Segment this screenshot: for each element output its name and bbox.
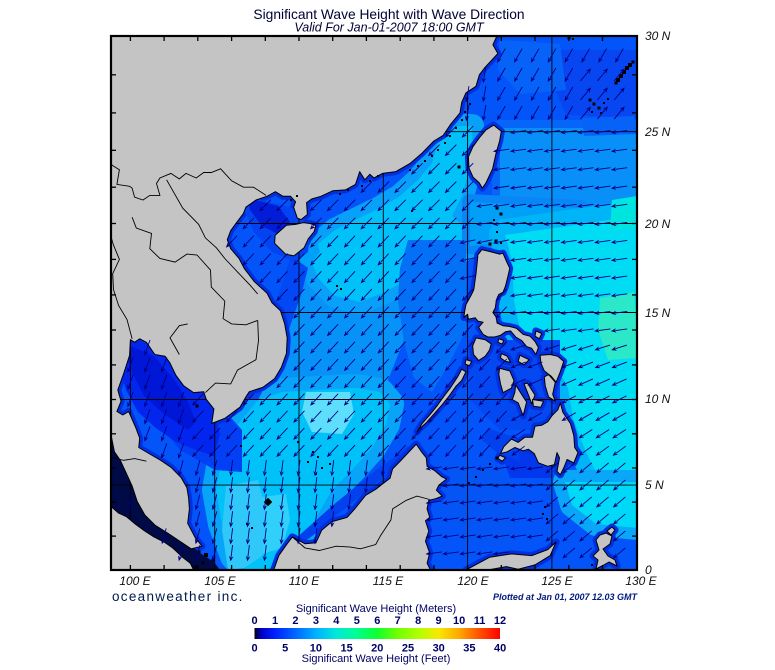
svg-text:0: 0 <box>251 615 257 627</box>
svg-text:4: 4 <box>333 615 340 627</box>
svg-text:5 N: 5 N <box>645 478 664 492</box>
svg-text:20: 20 <box>371 643 383 655</box>
svg-text:100 E: 100 E <box>119 574 151 588</box>
svg-text:1: 1 <box>272 615 278 627</box>
svg-text:105 E: 105 E <box>204 574 236 588</box>
svg-text:25: 25 <box>402 643 414 655</box>
svg-text:25 N: 25 N <box>644 125 671 139</box>
svg-text:125 E: 125 E <box>541 574 573 588</box>
svg-text:11: 11 <box>474 615 486 627</box>
svg-text:Plotted at Jan 01, 2007 12.03: Plotted at Jan 01, 2007 12.03 GMT <box>493 592 639 602</box>
svg-text:oceanweather inc.: oceanweather inc. <box>112 589 244 604</box>
svg-text:40: 40 <box>494 643 506 655</box>
svg-text:Significant Wave Height (Feet): Significant Wave Height (Feet) <box>302 653 451 665</box>
svg-text:0: 0 <box>251 643 257 655</box>
svg-text:Significant Wave Height (Meter: Significant Wave Height (Meters) <box>296 603 456 615</box>
svg-text:30: 30 <box>433 643 445 655</box>
svg-text:6: 6 <box>374 615 380 627</box>
svg-text:110 E: 110 E <box>289 574 320 588</box>
svg-text:30 N: 30 N <box>645 29 671 43</box>
svg-text:12: 12 <box>494 615 506 627</box>
svg-text:130 E: 130 E <box>625 574 657 588</box>
svg-text:Significant Wave Height with W: Significant Wave Height with Wave Direct… <box>253 7 524 22</box>
svg-text:8: 8 <box>415 615 421 627</box>
svg-text:10: 10 <box>310 643 322 655</box>
svg-text:20 N: 20 N <box>644 217 671 231</box>
svg-text:0: 0 <box>645 563 652 577</box>
svg-text:15: 15 <box>340 643 352 655</box>
svg-text:2: 2 <box>292 615 298 627</box>
svg-text:35: 35 <box>463 643 475 655</box>
svg-text:3: 3 <box>313 615 319 627</box>
svg-text:115 E: 115 E <box>373 574 404 588</box>
svg-text:120 E: 120 E <box>457 574 489 588</box>
svg-text:5: 5 <box>282 643 288 655</box>
svg-text:9: 9 <box>436 615 442 627</box>
svg-text:Valid For Jan-01-2007 18:00 GM: Valid For Jan-01-2007 18:00 GMT <box>294 21 485 35</box>
svg-text:7: 7 <box>395 615 401 627</box>
svg-text:5: 5 <box>354 615 360 627</box>
svg-text:10: 10 <box>453 615 465 627</box>
svg-text:15 N: 15 N <box>645 306 671 320</box>
svg-text:10 N: 10 N <box>645 392 671 406</box>
